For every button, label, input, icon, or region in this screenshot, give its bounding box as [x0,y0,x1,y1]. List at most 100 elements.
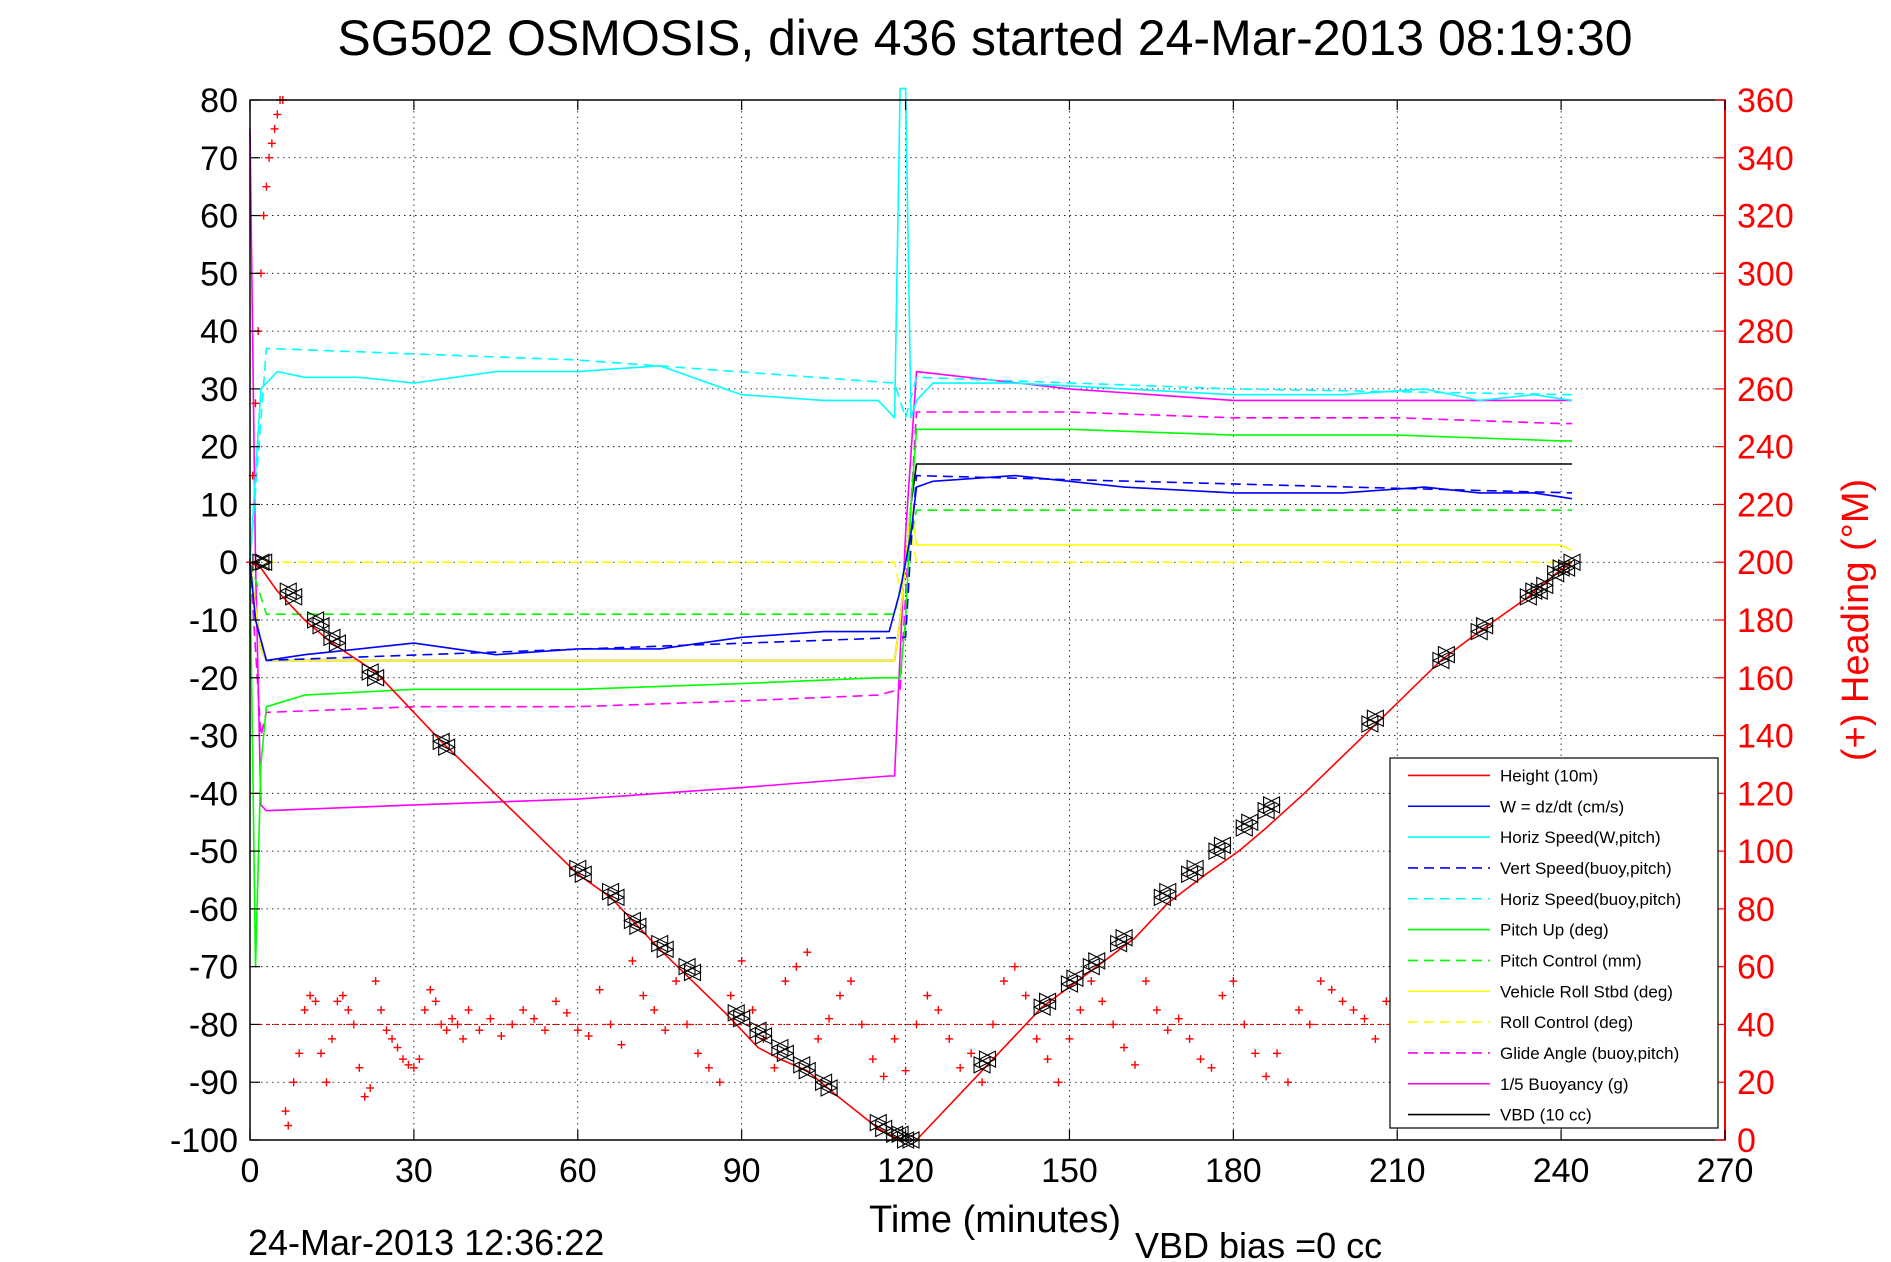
heading-point [715,1078,724,1087]
heading-point [338,991,347,1000]
y-tick-label: -90 [189,1064,238,1102]
height-marker [328,634,347,653]
heading-point [1207,1063,1216,1072]
y2-tick-label: 240 [1737,429,1794,467]
heading-point [295,1049,304,1058]
heading-point [1360,1014,1369,1023]
heading-point [475,1026,484,1035]
height-marker [437,738,456,757]
footer-timestamp: 24-Mar-2013 12:36:22 [248,1222,604,1262]
height-marker-left [606,888,625,907]
heading-point [857,1020,866,1029]
x-tick-label: 60 [559,1152,597,1190]
legend-label: Vehicle Roll Stbd (deg) [1500,982,1673,1001]
chart-title: SG502 OSMOSIS, dive 436 started 24-Mar-2… [337,10,1632,66]
series-line-horiz-speed-w-pitch [249,87,1573,563]
heading-point [459,1034,468,1043]
heading-point [1229,977,1238,986]
heading-point [661,1026,670,1035]
y-tick-label: -50 [189,833,238,871]
heading-point [300,1006,309,1014]
heading-point [270,124,279,133]
height-marker-left [574,865,592,884]
heading-point [1251,1049,1260,1058]
height-marker-left [1366,709,1384,728]
x-tick-label: 180 [1205,1152,1262,1190]
heading-point [551,997,560,1006]
heading-point [1382,997,1391,1006]
axis-ticks: 0 30 60 90 120 150 180 210 240 270-100-90-80-70-6… [170,82,1794,1190]
y-tick-label: 20 [200,429,238,467]
y2-tick-label: 120 [1737,775,1794,813]
heading-point [683,1020,692,1029]
heading-point [1316,977,1325,986]
height-marker-left [732,1009,751,1028]
heading-point [1371,1034,1380,1043]
height-marker [366,668,385,687]
height-marker-left [254,553,273,572]
y-tick-label: -40 [189,775,238,813]
x-tick-label: 120 [877,1152,934,1190]
heading-point [1163,1026,1172,1035]
heading-point [541,1026,549,1035]
height-marker [1158,882,1178,901]
heading-point [956,1063,965,1072]
height-marker [797,1061,817,1080]
heading-point [846,977,855,986]
heading-point [573,1026,582,1035]
heading-point [360,1092,369,1101]
heading-point [508,1020,517,1029]
heading-point [1043,1055,1052,1064]
x-tick-label: 0 [241,1152,260,1190]
height-marker-left [1475,616,1494,635]
heading-point [650,1006,659,1014]
y2-tick-label: 220 [1737,486,1794,524]
heading-point [945,1034,954,1043]
heading-point [606,1020,615,1029]
heading-point [453,1020,462,1029]
y2-tick-label: 140 [1737,718,1794,756]
y-tick-label: 0 [219,544,238,582]
legend-label: VBD (10 cc) [1500,1106,1592,1125]
y-tick-label: 50 [200,255,238,293]
heading-point [284,1121,293,1130]
heading-point [1076,1006,1085,1014]
y2-tick-label: 340 [1737,140,1794,178]
heading-point [978,1078,987,1087]
heading-point [497,1032,506,1040]
x-tick-label: 150 [1041,1152,1098,1190]
legend: Height (10m) W = dz/dt (cm/s) Horiz Speed(… [1389,757,1719,1129]
x-tick-label: 210 [1369,1152,1426,1190]
y2-tick-label: 280 [1737,313,1794,351]
height-marker [628,917,648,936]
x-tick-label: 240 [1533,1152,1590,1190]
height-marker-left [311,616,330,635]
series-line-horiz-speed-buoy-pitch [249,347,1573,563]
heading-point [868,1055,877,1064]
height-marker [574,865,593,884]
height-marker-left [1240,813,1259,832]
height-marker-left [1065,969,1084,988]
height-marker-left [776,1044,794,1063]
heading-point [486,1014,495,1023]
y-tick-label: -30 [189,718,238,756]
height-marker-left [819,1079,838,1097]
height-marker [1065,969,1085,988]
heading-point [803,948,812,957]
heading-point [322,1078,331,1087]
height-marker-left [683,963,702,982]
height-marker [683,963,702,982]
heading-point [595,985,604,994]
series-line-pitch-up-deg [249,428,1572,968]
x-axis-label: Time (minutes) [869,1199,1121,1241]
heading-point [1338,997,1347,1006]
heading-point [415,1055,424,1064]
height-marker-left [797,1061,816,1080]
height-marker [284,587,303,606]
heading-point [693,1049,702,1058]
legend-label: Height (10m) [1500,766,1598,785]
heading-point [349,1020,358,1029]
heading-point [1174,1014,1183,1023]
heading-point [273,110,282,119]
heading-point [1021,991,1030,1000]
